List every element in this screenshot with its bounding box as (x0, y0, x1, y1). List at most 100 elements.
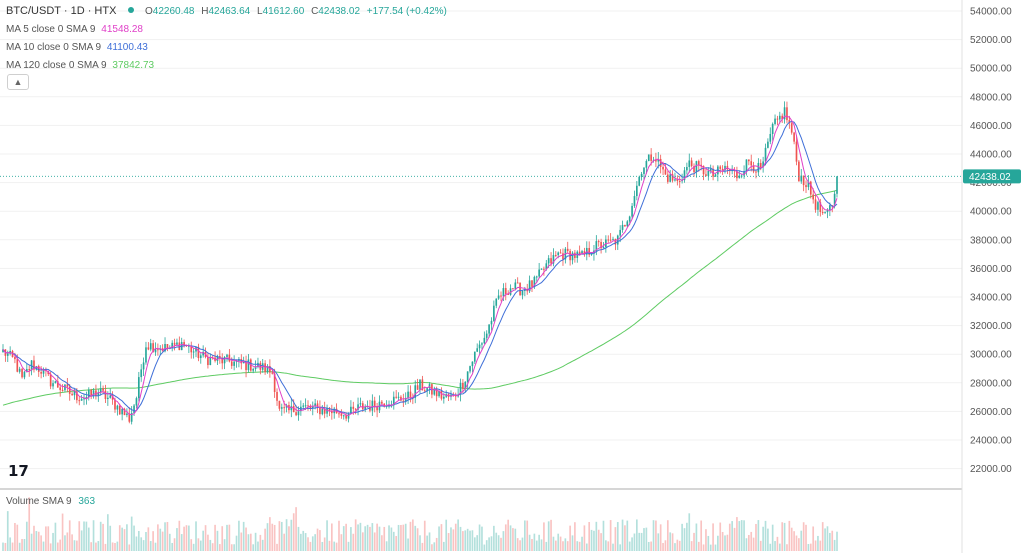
candle-body (435, 389, 438, 397)
candle-body (590, 253, 593, 255)
volume-bar (99, 521, 102, 551)
indicator-ma10[interactable]: MA 10 close 0 SMA 9 41100.43 (6, 42, 151, 53)
candle-body (707, 170, 710, 176)
candle-body (624, 224, 626, 227)
volume-bar (509, 525, 512, 551)
indicator-label: MA 10 close 0 SMA 9 (6, 42, 102, 53)
volume-legend[interactable]: Volume SMA 9 363 (6, 496, 95, 507)
volume-bar (836, 531, 838, 551)
candle-body (397, 396, 400, 398)
volume-bar (149, 541, 152, 551)
volume-bar (655, 520, 657, 551)
indicator-ma5[interactable]: MA 5 close 0 SMA 9 41548.28 (6, 24, 146, 35)
candle-body (581, 251, 583, 254)
volume-bar (145, 532, 147, 551)
candle-body (647, 154, 650, 161)
volume-bar (559, 536, 562, 551)
candle-body (145, 347, 147, 363)
volume-bar (68, 520, 71, 551)
volume-bar (662, 543, 664, 551)
price-tick-label: 34000.00 (970, 293, 1012, 304)
candle-body (509, 288, 512, 295)
candle-body (783, 107, 786, 120)
volume-bar (833, 539, 836, 551)
volume-bar (824, 528, 826, 551)
price-axis[interactable]: 54000.00 52000.00 50000.00 48000.00 46000.00… (970, 7, 1012, 476)
candle-body (516, 282, 519, 284)
volume-bar (795, 535, 798, 551)
tradingview-logo[interactable]: 17 (8, 462, 29, 480)
candle-body (781, 115, 784, 120)
candle-body (607, 239, 610, 241)
candle-body (35, 366, 38, 370)
volume-bar (757, 520, 760, 551)
candle-body (18, 368, 21, 372)
volume-bar (752, 537, 755, 551)
candle-body (307, 405, 309, 407)
candle-body (290, 405, 293, 411)
candle-body (99, 388, 102, 393)
collapse-legend-button[interactable]: ▲ (7, 74, 29, 90)
candle-body (247, 359, 250, 371)
volume-bar (116, 541, 119, 551)
volume-bar (78, 521, 81, 551)
candle-body (440, 390, 443, 399)
volume-bar (748, 534, 750, 551)
candle-body (566, 248, 569, 251)
volume-bar (400, 524, 402, 551)
price-tick-label: 52000.00 (970, 35, 1012, 46)
price-tick-label: 30000.00 (970, 350, 1012, 361)
candle-body (176, 342, 178, 345)
candle-body (743, 171, 745, 176)
volume-bar (750, 531, 753, 551)
volume-bar (740, 520, 743, 551)
volume-bar (28, 497, 31, 551)
candle-body (552, 255, 555, 264)
candle-body (297, 411, 300, 416)
candle-body (602, 246, 605, 249)
candle-body (54, 381, 57, 384)
candle-body (130, 412, 133, 422)
candle-body (790, 123, 793, 133)
volume-bar (157, 524, 159, 551)
candle-body (123, 408, 126, 416)
candle-body (714, 174, 717, 177)
candle-body (207, 357, 209, 366)
volume-bar (14, 522, 16, 551)
volume-bar (638, 532, 641, 551)
volume-bar (807, 543, 810, 551)
volume-bar (352, 533, 355, 551)
candle-body (802, 175, 805, 186)
candle-body (152, 343, 154, 353)
symbol-title[interactable]: BTC/USDT · 1D · HTX (6, 5, 117, 17)
volume-bar (9, 537, 11, 551)
volume-bar (516, 538, 519, 551)
volume-bar (666, 520, 669, 551)
price-tick-label: 28000.00 (970, 378, 1012, 389)
candle-body (655, 159, 657, 162)
ohlc-high-label: H (201, 6, 209, 17)
candle-body (485, 333, 488, 338)
indicator-ma120[interactable]: MA 120 close 0 SMA 9 37842.73 (6, 60, 157, 71)
volume-bar (707, 535, 710, 551)
volume-bar (226, 524, 228, 551)
volume-bar (364, 526, 367, 551)
candle-body (56, 381, 59, 388)
candle-body (87, 389, 90, 398)
candle-body (304, 405, 307, 407)
volume-bar (435, 537, 438, 551)
volume-bar (595, 521, 598, 551)
volume-bar (407, 538, 409, 551)
volume-bar (128, 544, 131, 551)
volume-bar (381, 535, 383, 551)
price-tick-label: 26000.00 (970, 407, 1012, 418)
candle-body (402, 400, 405, 402)
volume-bar (245, 527, 247, 551)
volume-bar (92, 520, 95, 551)
candle-body (423, 390, 426, 392)
volume-bar (481, 526, 483, 551)
candle-body (829, 205, 831, 210)
volume-bar (130, 516, 133, 551)
volume-bar (762, 526, 764, 551)
